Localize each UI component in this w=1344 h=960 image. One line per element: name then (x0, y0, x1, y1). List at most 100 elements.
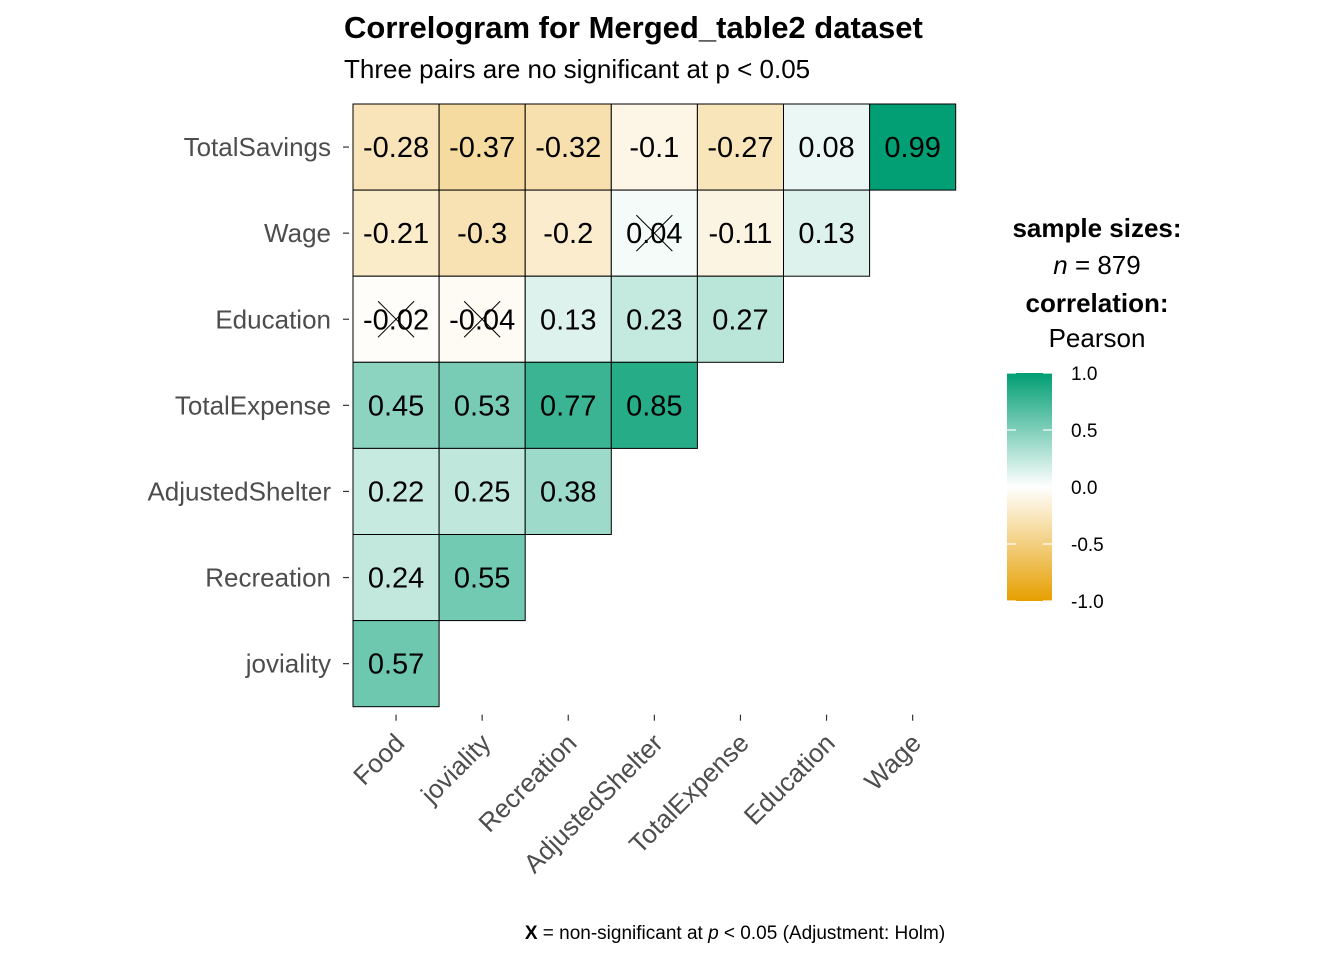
cell-value-label: 0.23 (626, 304, 682, 336)
cell-value-label: 0.99 (884, 132, 940, 164)
cell-value-label: 0.22 (368, 476, 424, 508)
y-tick-label-totalsavings: TotalSavings (184, 132, 331, 162)
cell-totalsavings-recreation: -0.32 (524, 103, 612, 191)
cell-totalsavings-wage: 0.99 (869, 103, 957, 191)
caption-p-symbol: p (707, 923, 719, 944)
cell-wage-food: -0.21 (352, 189, 440, 277)
cell-tile (352, 103, 440, 191)
cell-tile (352, 189, 440, 277)
cell-education-recreation: 0.13 (524, 275, 612, 363)
cell-value-label: -0.37 (449, 132, 515, 164)
cell-totalexpense-recreation: 0.77 (524, 361, 612, 449)
cell-value-label: 0.25 (454, 476, 510, 508)
cell-tile (438, 447, 526, 535)
cell-wage-adjustedshelter: 0.04 (610, 189, 698, 277)
colorbar-tick-label: 0.0 (1071, 478, 1097, 499)
cell-totalexpense-food: 0.45 (352, 361, 440, 449)
cell-value-label: -0.32 (535, 132, 601, 164)
x-tick-label-education: Education (738, 728, 841, 831)
cell-tile (783, 189, 871, 277)
cell-tile (438, 103, 526, 191)
cell-education-totalexpense: 0.27 (696, 275, 785, 363)
cell-adjustedshelter-recreation: 0.38 (524, 447, 612, 535)
cell-tile (696, 103, 785, 191)
chart-subtitle: Three pairs are no significant at p < 0.… (344, 54, 810, 84)
cell-tile (524, 189, 612, 277)
cell-value-label: 0.53 (454, 390, 510, 422)
nonsig-cross-line (635, 214, 673, 252)
cell-totalsavings-totalexpense: -0.27 (696, 103, 785, 191)
colorbar-tick-label: -0.5 (1071, 535, 1104, 556)
cell-tile (352, 534, 440, 622)
cell-tile (696, 275, 785, 363)
cell-value-label: 0.85 (626, 390, 682, 422)
cell-recreation-food: 0.24 (352, 534, 440, 622)
cell-tile (610, 275, 698, 363)
colorbar-tick-label: 1.0 (1071, 364, 1097, 385)
cell-value-label: -0.3 (457, 218, 507, 250)
cell-adjustedshelter-joviality: 0.25 (438, 447, 526, 535)
cell-recreation-joviality: 0.55 (438, 534, 526, 622)
legend-n-value: = 879 (1068, 250, 1141, 280)
cell-value-label: -0.11 (708, 218, 772, 250)
cell-wage-recreation: -0.2 (524, 189, 612, 277)
cell-tile (524, 103, 612, 191)
cell-totalsavings-education: 0.08 (783, 103, 871, 191)
x-tick-label-food: Food (347, 728, 410, 791)
cell-totalexpense-joviality: 0.53 (438, 361, 526, 449)
caption-text-after: < 0.05 (Adjustment: Holm) (719, 923, 946, 944)
y-tick-label-adjustedshelter: AdjustedShelter (147, 476, 331, 506)
x-tick-label-wage: Wage (858, 728, 927, 797)
cell-value-label: 0.57 (368, 649, 424, 681)
cell-education-food: -0.02 (352, 275, 440, 363)
cell-tile (438, 534, 526, 622)
cell-tile (524, 361, 612, 449)
cell-value-label: -0.02 (363, 304, 429, 336)
cell-joviality-food: 0.57 (352, 620, 440, 708)
cell-tile (524, 447, 612, 535)
cell-value-label: -0.21 (363, 218, 429, 250)
caption-x-symbol: X (525, 923, 538, 944)
cell-totalexpense-adjustedshelter: 0.85 (610, 361, 698, 449)
colorbar-tick-label: 0.5 (1071, 421, 1097, 442)
colorbar-tick-label: -1.0 (1071, 592, 1104, 613)
cell-tile (610, 361, 698, 449)
cell-value-label: 0.04 (626, 218, 682, 250)
caption: X = non-significant at p < 0.05 (Adjustm… (525, 923, 945, 944)
y-tick-label-joviality: joviality (245, 649, 331, 679)
cell-value-label: -0.1 (629, 132, 679, 164)
cell-value-label: 0.55 (454, 563, 510, 595)
cell-wage-joviality: -0.3 (438, 189, 526, 277)
x-tick-label-joviality: joviality (414, 728, 496, 810)
cell-tile (696, 189, 785, 277)
cell-tile (352, 447, 440, 535)
cell-wage-totalexpense: -0.11 (696, 189, 785, 277)
cell-value-label: 0.08 (798, 132, 854, 164)
cell-value-label: 0.24 (368, 563, 424, 595)
cell-value-label: 0.13 (540, 304, 596, 336)
cell-tile (869, 103, 957, 191)
cell-totalsavings-joviality: -0.37 (438, 103, 526, 191)
legend: sample sizes: n = 879 correlation: Pears… (1007, 213, 1182, 613)
y-axis: TotalSavings Wage Education TotalExpense Adj… (147, 132, 349, 679)
cell-value-label: 0.77 (540, 390, 596, 422)
legend-sample-size: n = 879 (1053, 250, 1140, 280)
cell-wage-education: 0.13 (783, 189, 871, 277)
x-axis: Food jovialityRecreationAdjustedShelterTo… (347, 714, 927, 879)
cell-value-label: -0.27 (707, 132, 773, 164)
cell-value-label: -0.04 (449, 304, 515, 336)
chart-title: Correlogram for Merged_table2 dataset (344, 10, 923, 45)
cell-adjustedshelter-food: 0.22 (352, 447, 440, 535)
cell-tile (352, 620, 440, 708)
cell-value-label: 0.27 (712, 304, 768, 336)
legend-sample-sizes-title: sample sizes: (1012, 213, 1181, 243)
nonsig-cross-line (377, 300, 415, 338)
cell-totalsavings-adjustedshelter: -0.1 (610, 103, 698, 191)
heatmap-cells: -0.28 -0.37 -0.32 -0.1 -0.27 0.08 0.99 -0.21 -0.… (352, 103, 957, 708)
cell-tile (783, 103, 871, 191)
y-tick-label-wage: Wage (264, 218, 331, 248)
legend-n-symbol: n (1053, 250, 1067, 280)
cell-value-label: 0.13 (798, 218, 854, 250)
y-tick-label-education: Education (215, 304, 331, 334)
